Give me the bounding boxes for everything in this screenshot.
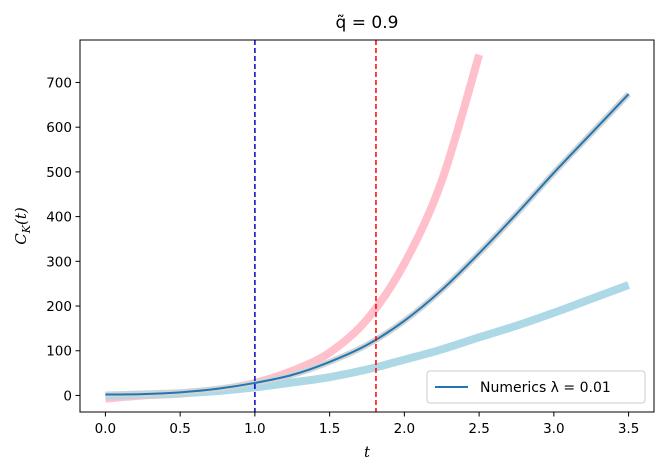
x-tick-label: 1.0 <box>244 421 265 437</box>
x-tick-label: 2.5 <box>468 421 489 437</box>
axes-frame <box>79 39 655 413</box>
y-tick-label: 100 <box>46 344 72 360</box>
y-axis: 0 100 200 300 400 500 600 700 <box>46 75 80 404</box>
x-tick-label: 1.5 <box>319 421 340 437</box>
y-tick-label: 0 <box>63 388 72 404</box>
x-tick-label: 0.0 <box>95 421 116 437</box>
legend-label: Numerics λ = 0.01 <box>480 380 611 396</box>
y-axis-label-argument: (t) <box>12 207 30 225</box>
x-axis-label: t <box>364 443 371 461</box>
x-tick-label: 0.5 <box>169 421 190 437</box>
x-tick-label: 3.0 <box>543 421 564 437</box>
chart-title: q̃ = 0.9 <box>336 13 399 33</box>
x-tick-label: 2.0 <box>394 421 415 437</box>
y-tick-label: 500 <box>46 165 72 181</box>
y-axis-label: CK(t) <box>12 207 33 245</box>
x-tick-label: 3.5 <box>618 421 639 437</box>
y-tick-label: 300 <box>46 254 72 270</box>
y-tick-label: 600 <box>46 120 72 136</box>
y-axis-label-main: C <box>12 233 30 245</box>
y-tick-label: 200 <box>46 299 72 315</box>
series-line-4 <box>105 93 630 396</box>
y-tick-label: 700 <box>46 75 72 91</box>
x-axis: 0.0 0.5 1.0 1.5 2.0 2.5 3.0 3.5 <box>95 412 639 437</box>
legend: Numerics λ = 0.01 <box>426 370 646 404</box>
y-tick-label: 400 <box>46 210 72 226</box>
y-axis-label-subscript: K <box>20 224 33 234</box>
legend-box <box>426 370 646 404</box>
plot-area <box>105 40 631 412</box>
